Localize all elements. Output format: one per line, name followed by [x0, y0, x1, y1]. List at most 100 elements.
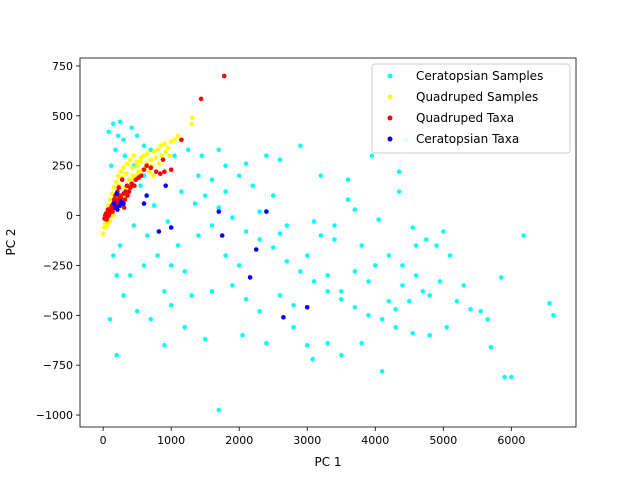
data-point: [175, 133, 181, 139]
data-point: [116, 185, 122, 190]
x-tick-label: 1000: [157, 434, 185, 447]
data-point: [156, 229, 162, 234]
legend-label: Quadruped Samples: [416, 90, 538, 104]
data-point: [111, 197, 117, 202]
data-point: [352, 207, 358, 212]
data-point: [136, 169, 141, 174]
data-point: [199, 153, 205, 158]
x-tick-label: 5000: [429, 434, 457, 447]
y-tick-label: 250: [52, 160, 73, 173]
data-point: [111, 253, 116, 258]
data-point: [162, 169, 167, 174]
data-point: [304, 253, 310, 258]
data-point: [437, 279, 443, 284]
data-point: [509, 374, 514, 380]
data-point: [216, 205, 222, 210]
data-point: [311, 279, 317, 284]
data-point: [119, 177, 125, 182]
data-point: [230, 215, 235, 220]
data-point: [179, 189, 184, 194]
data-point: [369, 153, 375, 158]
data-point: [148, 165, 154, 170]
data-point: [223, 189, 228, 194]
data-point: [124, 161, 130, 166]
data-point: [243, 229, 249, 234]
data-point: [107, 197, 113, 202]
data-point: [396, 189, 402, 194]
data-point: [413, 273, 419, 278]
data-point: [325, 273, 331, 278]
plot-frame: [79, 57, 577, 428]
x-tick-label: 0: [100, 434, 107, 447]
data-point: [128, 185, 133, 190]
data-point: [250, 183, 256, 188]
data-point: [114, 352, 119, 358]
data-point: [128, 157, 133, 162]
data-point: [151, 203, 157, 208]
data-point: [121, 205, 127, 210]
legend-marker: [387, 73, 393, 79]
data-point: [216, 147, 222, 153]
data-point: [277, 157, 283, 162]
data-point: [153, 169, 159, 174]
series-ceratopsian-taxa: [111, 183, 310, 320]
data-point: [133, 177, 139, 182]
data-point: [209, 223, 215, 228]
data-point: [345, 197, 351, 202]
data-point: [264, 340, 269, 346]
data-point: [138, 183, 143, 188]
data-point: [332, 223, 337, 228]
data-point: [159, 153, 164, 158]
data-point: [379, 368, 385, 374]
data-point: [121, 191, 126, 196]
data-point: [114, 273, 119, 278]
data-point: [129, 181, 134, 186]
legend: Ceratopsian Samples Quadruped Samples Quad…: [371, 63, 571, 154]
data-point: [141, 201, 147, 206]
data-point: [393, 307, 399, 312]
data-point: [141, 167, 147, 172]
data-point: [168, 303, 174, 308]
data-point: [172, 137, 177, 143]
data-point: [359, 243, 365, 248]
data-point: [134, 163, 140, 168]
data-point: [311, 219, 317, 224]
data-point: [151, 173, 156, 178]
data-point: [155, 147, 160, 153]
series-quadruped-samples: [100, 115, 195, 236]
data-point: [155, 253, 160, 258]
data-point: [189, 121, 194, 127]
data-point: [118, 169, 124, 174]
data-point: [386, 253, 392, 258]
data-point: [144, 193, 149, 198]
data-point: [373, 263, 378, 268]
data-point: [121, 201, 126, 206]
data-point: [461, 283, 467, 288]
data-point: [148, 147, 154, 153]
data-point: [190, 115, 195, 121]
data-point: [253, 247, 259, 252]
data-point: [219, 233, 225, 238]
data-point: [202, 336, 208, 342]
data-point: [122, 197, 128, 202]
y-axis-label: PC 2: [4, 228, 18, 255]
x-axis: 0 1000 2000 3000 4000 5000 6000: [100, 427, 525, 447]
y-tick-label: −500: [43, 309, 73, 322]
y-tick-label: 500: [52, 110, 73, 123]
data-point: [257, 309, 262, 314]
data-point: [196, 173, 201, 178]
data-point: [434, 243, 439, 248]
data-point: [168, 263, 174, 268]
data-point: [223, 253, 228, 258]
legend-label: Ceratopsian Samples: [416, 69, 543, 83]
data-point: [304, 305, 310, 310]
data-point: [270, 245, 276, 250]
data-point: [410, 331, 416, 336]
data-point: [488, 344, 494, 350]
data-point: [134, 309, 140, 314]
data-point: [192, 201, 198, 206]
data-point: [547, 301, 552, 306]
data-point: [110, 209, 115, 214]
data-point: [165, 219, 171, 224]
